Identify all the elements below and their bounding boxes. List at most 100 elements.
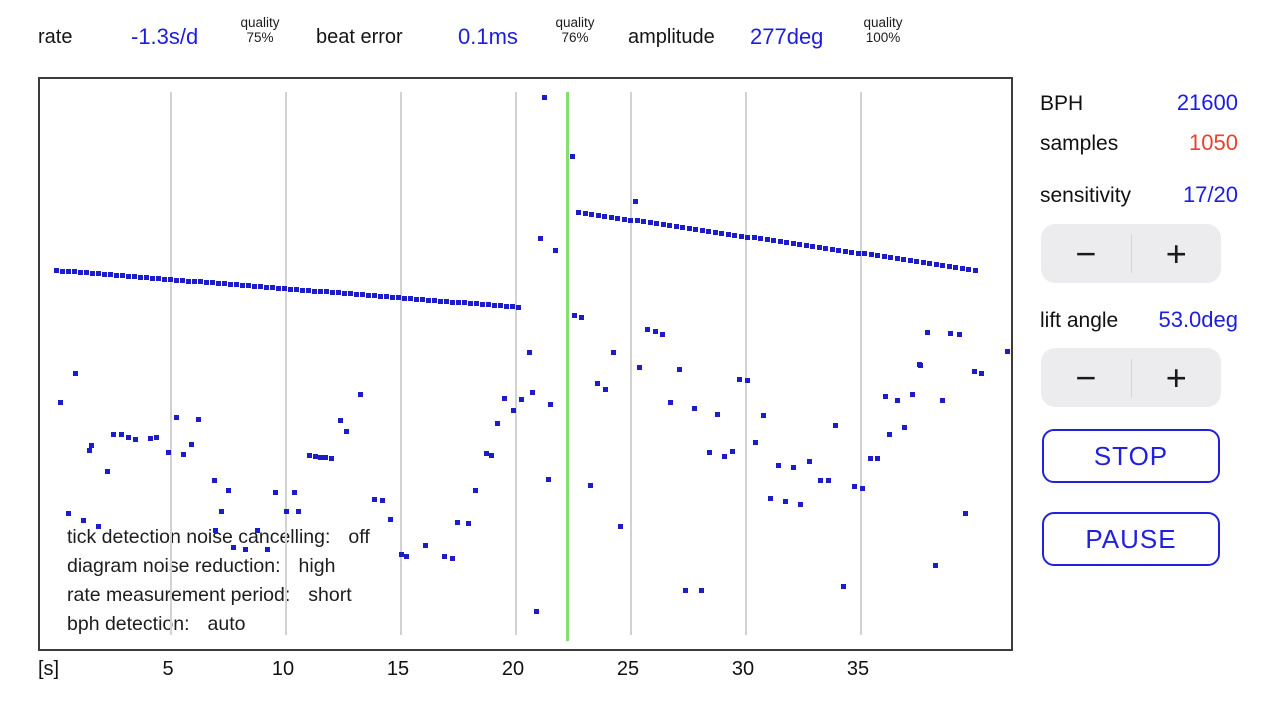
- data-dot: [823, 246, 828, 251]
- data-dot: [648, 220, 653, 225]
- data-dot: [148, 436, 153, 441]
- amplitude-value: 277deg: [750, 24, 824, 49]
- data-dot: [284, 509, 289, 514]
- data-dot: [306, 288, 311, 293]
- sensitivity-value: 17/20: [1182, 182, 1238, 207]
- setting-noise-reduction: diagram noise reduction: high: [67, 555, 336, 577]
- data-dot: [953, 265, 958, 270]
- data-dot: [530, 390, 535, 395]
- lift-angle-label: lift angle: [1040, 309, 1119, 332]
- data-dot: [420, 297, 425, 302]
- data-dot: [654, 221, 659, 226]
- data-dot: [265, 547, 270, 552]
- gridline: [515, 92, 517, 635]
- data-dot: [66, 511, 71, 516]
- data-dot: [699, 588, 704, 593]
- data-dot: [908, 258, 913, 263]
- data-dot: [294, 287, 299, 292]
- data-dot: [745, 235, 750, 240]
- data-dot: [133, 437, 138, 442]
- data-dot: [468, 301, 473, 306]
- sensitivity-plus-button[interactable]: +: [1165, 232, 1187, 274]
- data-dot: [498, 303, 503, 308]
- data-dot: [869, 252, 874, 257]
- data-dot: [255, 528, 260, 533]
- data-dot: [680, 225, 685, 230]
- data-dot: [925, 330, 930, 335]
- lift-angle-minus-button[interactable]: −: [1075, 356, 1097, 398]
- bph-value: 21600: [1176, 90, 1238, 115]
- data-dot: [338, 418, 343, 423]
- data-dot: [637, 365, 642, 370]
- data-dot: [450, 300, 455, 305]
- x-axis-tick-label: 5: [162, 658, 174, 680]
- data-dot: [234, 282, 239, 287]
- data-dot: [570, 154, 575, 159]
- data-dot: [882, 254, 887, 259]
- data-dot: [862, 251, 867, 256]
- data-dot: [78, 270, 83, 275]
- data-dot: [213, 528, 218, 533]
- data-dot: [313, 454, 318, 459]
- data-dot: [473, 488, 478, 493]
- data-dot: [300, 288, 305, 293]
- data-dot: [843, 249, 848, 254]
- data-dot: [927, 261, 932, 266]
- data-dot: [216, 281, 221, 286]
- data-dot: [538, 236, 543, 241]
- data-dot: [758, 236, 763, 241]
- data-dot: [661, 222, 666, 227]
- data-dot: [910, 392, 915, 397]
- data-dot: [645, 327, 650, 332]
- data-dot: [739, 234, 744, 239]
- data-dot: [354, 292, 359, 297]
- diagram-plot: tick detection noise cancelling: off diag…: [38, 77, 1013, 651]
- data-dot: [914, 259, 919, 264]
- lift-angle-plus-button[interactable]: +: [1165, 356, 1187, 398]
- pause-button[interactable]: PAUSE: [1042, 512, 1220, 566]
- data-dot: [778, 239, 783, 244]
- data-dot: [212, 478, 217, 483]
- stop-button[interactable]: STOP: [1042, 429, 1220, 483]
- data-dot: [423, 543, 428, 548]
- data-dot: [609, 215, 614, 220]
- data-dot: [783, 499, 788, 504]
- data-dot: [603, 387, 608, 392]
- data-dot: [181, 452, 186, 457]
- beat-error-label: beat error: [316, 26, 403, 48]
- data-dot: [798, 502, 803, 507]
- x-axis-tick-label: 20: [501, 658, 525, 680]
- data-dot: [336, 290, 341, 295]
- data-dot: [444, 299, 449, 304]
- settings-overlay: tick detection noise cancelling: off diag…: [67, 523, 370, 639]
- bph-label: BPH: [1040, 92, 1084, 115]
- data-dot: [713, 230, 718, 235]
- data-dot: [156, 276, 161, 281]
- data-dot: [667, 223, 672, 228]
- data-dot: [358, 392, 363, 397]
- data-dot: [633, 199, 638, 204]
- lift-angle-stepper: − +: [1041, 348, 1221, 407]
- data-dot: [120, 273, 125, 278]
- data-dot: [402, 296, 407, 301]
- sensitivity-minus-button[interactable]: −: [1075, 232, 1097, 274]
- data-dot: [486, 302, 491, 307]
- data-dot: [719, 231, 724, 236]
- data-dot: [282, 286, 287, 291]
- data-dot: [902, 425, 907, 430]
- data-dot: [273, 490, 278, 495]
- data-dot: [489, 453, 494, 458]
- data-dot: [150, 276, 155, 281]
- data-dot: [752, 235, 757, 240]
- data-dot: [323, 455, 328, 460]
- x-axis-tick-label: 30: [731, 658, 755, 680]
- data-dot: [180, 278, 185, 283]
- data-dot: [126, 435, 131, 440]
- data-dot: [653, 329, 658, 334]
- data-dot: [595, 381, 600, 386]
- data-dot: [438, 299, 443, 304]
- data-dot: [288, 287, 293, 292]
- data-dot: [895, 256, 900, 261]
- data-dot: [96, 271, 101, 276]
- amplitude-quality-label: quality: [863, 15, 903, 30]
